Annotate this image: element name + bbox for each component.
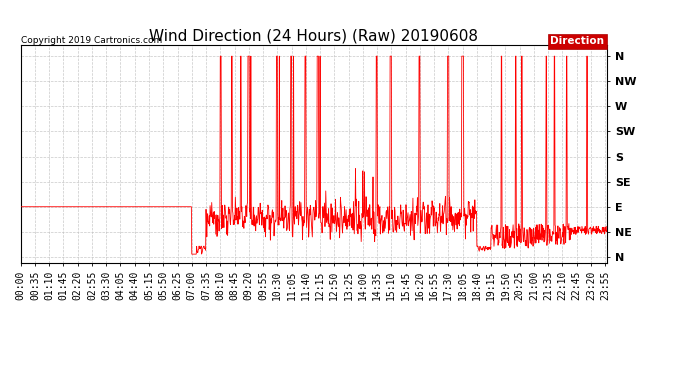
Text: Direction: Direction — [550, 36, 604, 46]
Title: Wind Direction (24 Hours) (Raw) 20190608: Wind Direction (24 Hours) (Raw) 20190608 — [150, 29, 478, 44]
Text: Copyright 2019 Cartronics.com: Copyright 2019 Cartronics.com — [21, 36, 162, 45]
